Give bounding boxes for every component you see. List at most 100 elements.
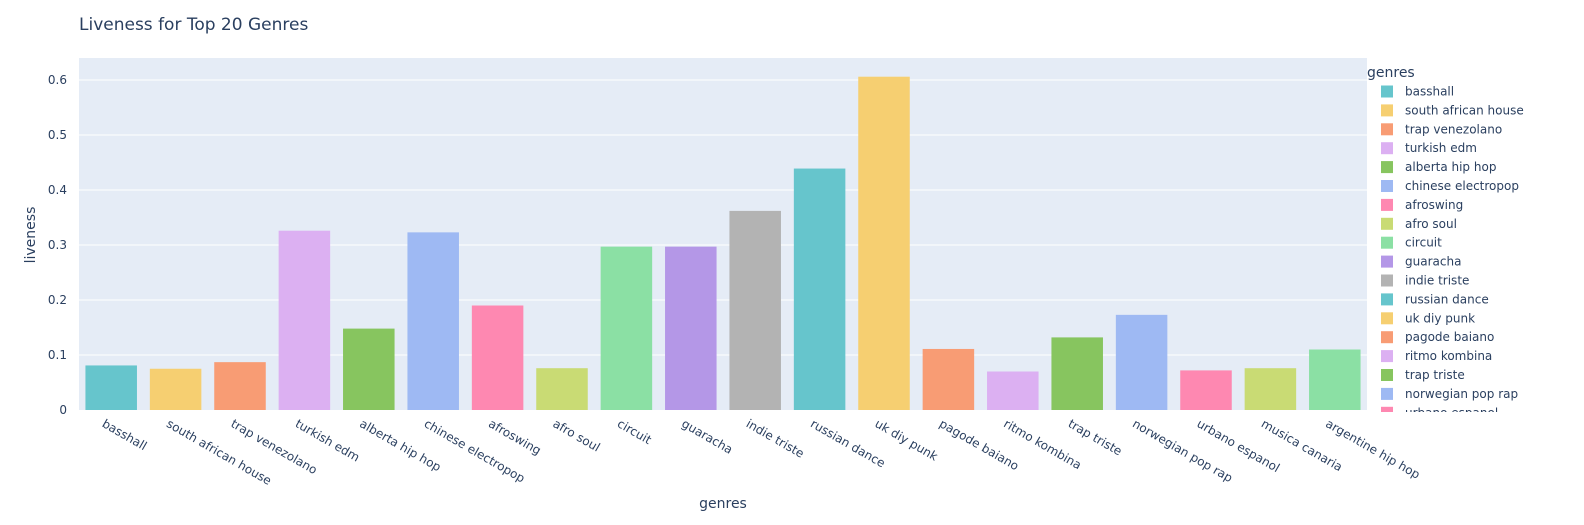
legend-label: circuit bbox=[1405, 236, 1442, 250]
legend-label: ritmo kombina bbox=[1405, 349, 1492, 363]
x-tick-label: indie triste bbox=[744, 416, 807, 460]
y-tick-label: 0.5 bbox=[48, 128, 67, 142]
legend-label: alberta hip hop bbox=[1405, 160, 1496, 174]
legend-swatch bbox=[1381, 104, 1393, 117]
bar[interactable] bbox=[922, 348, 975, 410]
legend-item[interactable]: turkish edm bbox=[1381, 141, 1477, 155]
legend-title: genres bbox=[1367, 65, 1415, 81]
legend-item[interactable]: ritmo kombina bbox=[1381, 349, 1492, 363]
bar[interactable] bbox=[1309, 349, 1361, 411]
legend-item[interactable]: basshall bbox=[1381, 85, 1454, 99]
x-tick-label: trap triste bbox=[1066, 416, 1125, 458]
legend-label: basshall bbox=[1405, 85, 1454, 99]
legend-label: norwegian pop rap bbox=[1405, 387, 1518, 401]
legend-swatch bbox=[1381, 85, 1393, 98]
legend[interactable]: genres basshall south african house trap v… bbox=[1367, 65, 1524, 458]
bars bbox=[85, 76, 1361, 411]
legend-label: uk diy punk bbox=[1405, 311, 1475, 325]
y-tick-label: 0 bbox=[59, 403, 67, 417]
bar[interactable] bbox=[85, 365, 137, 410]
y-tick-label: 0.1 bbox=[48, 348, 67, 362]
bar[interactable] bbox=[665, 246, 717, 410]
legend-label: chinese electropop bbox=[1405, 179, 1519, 193]
legend-item[interactable]: norwegian pop rap bbox=[1381, 387, 1518, 401]
legend-swatch bbox=[1381, 161, 1393, 174]
legend-swatch bbox=[1381, 293, 1393, 306]
legend-swatch bbox=[1381, 274, 1393, 287]
plot-area bbox=[79, 58, 1367, 410]
bar[interactable] bbox=[858, 76, 910, 410]
legend-item[interactable]: pagode baiano bbox=[1381, 330, 1494, 344]
legend-swatch bbox=[1381, 406, 1393, 412]
bar[interactable] bbox=[536, 368, 588, 410]
x-axis-title: genres bbox=[699, 496, 747, 512]
legend-swatch bbox=[1381, 180, 1393, 192]
legend-swatch bbox=[1381, 312, 1393, 325]
legend-item[interactable]: trap venezolano bbox=[1381, 122, 1502, 136]
legend-item[interactable]: musica canaria bbox=[1381, 425, 1496, 439]
legend-label: argentine hip hop bbox=[1405, 444, 1511, 458]
legend-swatch bbox=[1381, 350, 1393, 363]
legend-item[interactable]: circuit bbox=[1381, 236, 1442, 250]
y-axis-title: liveness bbox=[23, 207, 39, 264]
legend-swatch bbox=[1381, 123, 1393, 136]
legend-swatch bbox=[1381, 198, 1393, 211]
legend-item[interactable]: chinese electropop bbox=[1381, 179, 1519, 193]
legend-label: turkish edm bbox=[1405, 141, 1477, 155]
legend-label: urbano espanol bbox=[1405, 406, 1498, 420]
bar[interactable] bbox=[278, 230, 331, 410]
legend-swatch bbox=[1381, 426, 1393, 438]
bar[interactable] bbox=[343, 328, 395, 410]
legend-item[interactable]: trap triste bbox=[1381, 368, 1465, 382]
legend-swatch bbox=[1381, 387, 1393, 400]
x-tick-label: basshall bbox=[100, 416, 150, 453]
legend-label: south african house bbox=[1405, 103, 1524, 117]
x-tick-label: circuit bbox=[615, 416, 654, 447]
bar[interactable] bbox=[793, 168, 846, 410]
x-tick-label: afroswing bbox=[486, 416, 543, 457]
chart-title: Liveness for Top 20 Genres bbox=[79, 15, 308, 35]
legend-swatch bbox=[1381, 369, 1393, 381]
legend-label: pagode baiano bbox=[1405, 330, 1494, 344]
legend-item[interactable]: indie triste bbox=[1381, 274, 1469, 288]
bar[interactable] bbox=[1244, 368, 1297, 410]
bar[interactable] bbox=[1115, 314, 1168, 410]
legend-item[interactable]: south african house bbox=[1381, 103, 1524, 117]
y-tick-label: 0.2 bbox=[48, 293, 67, 307]
legend-item[interactable]: alberta hip hop bbox=[1381, 160, 1496, 174]
legend-item[interactable]: urbano espanol bbox=[1381, 406, 1498, 420]
legend-item[interactable]: afroswing bbox=[1381, 198, 1463, 212]
legend-label: guaracha bbox=[1405, 255, 1461, 269]
legend-item[interactable]: guaracha bbox=[1381, 255, 1461, 269]
legend-label: musica canaria bbox=[1405, 425, 1496, 439]
legend-item[interactable]: uk diy punk bbox=[1381, 311, 1475, 325]
bar[interactable] bbox=[1180, 370, 1232, 410]
bar[interactable] bbox=[471, 305, 524, 411]
y-tick-label: 0.6 bbox=[48, 73, 67, 87]
legend-item[interactable]: argentine hip hop bbox=[1381, 444, 1511, 458]
bar[interactable] bbox=[149, 368, 202, 410]
legend-label: russian dance bbox=[1405, 292, 1489, 306]
x-tick-label: afro soul bbox=[551, 416, 603, 454]
legend-label: afroswing bbox=[1405, 198, 1463, 212]
bar[interactable] bbox=[987, 371, 1039, 411]
bar[interactable] bbox=[729, 210, 781, 410]
legend-item[interactable]: russian dance bbox=[1381, 292, 1489, 306]
y-tick-label: 0.3 bbox=[48, 238, 67, 252]
bar[interactable] bbox=[214, 362, 266, 410]
y-tick-label: 0.4 bbox=[48, 183, 67, 197]
legend-label: trap triste bbox=[1405, 368, 1465, 382]
legend-item[interactable]: afro soul bbox=[1381, 217, 1457, 231]
bar[interactable] bbox=[600, 246, 653, 410]
x-tick-label: south african house bbox=[164, 416, 274, 487]
bar[interactable] bbox=[1051, 337, 1103, 410]
bar[interactable] bbox=[407, 232, 459, 410]
legend-label: afro soul bbox=[1405, 217, 1457, 231]
y-tick-labels: 0 0.1 0.2 0.3 0.4 0.5 0.6 bbox=[48, 73, 67, 417]
legend-items: basshall south african house trap venezola… bbox=[1381, 85, 1524, 458]
legend-label: trap venezolano bbox=[1405, 122, 1502, 136]
legend-swatch bbox=[1381, 255, 1393, 268]
legend-swatch bbox=[1381, 331, 1393, 344]
